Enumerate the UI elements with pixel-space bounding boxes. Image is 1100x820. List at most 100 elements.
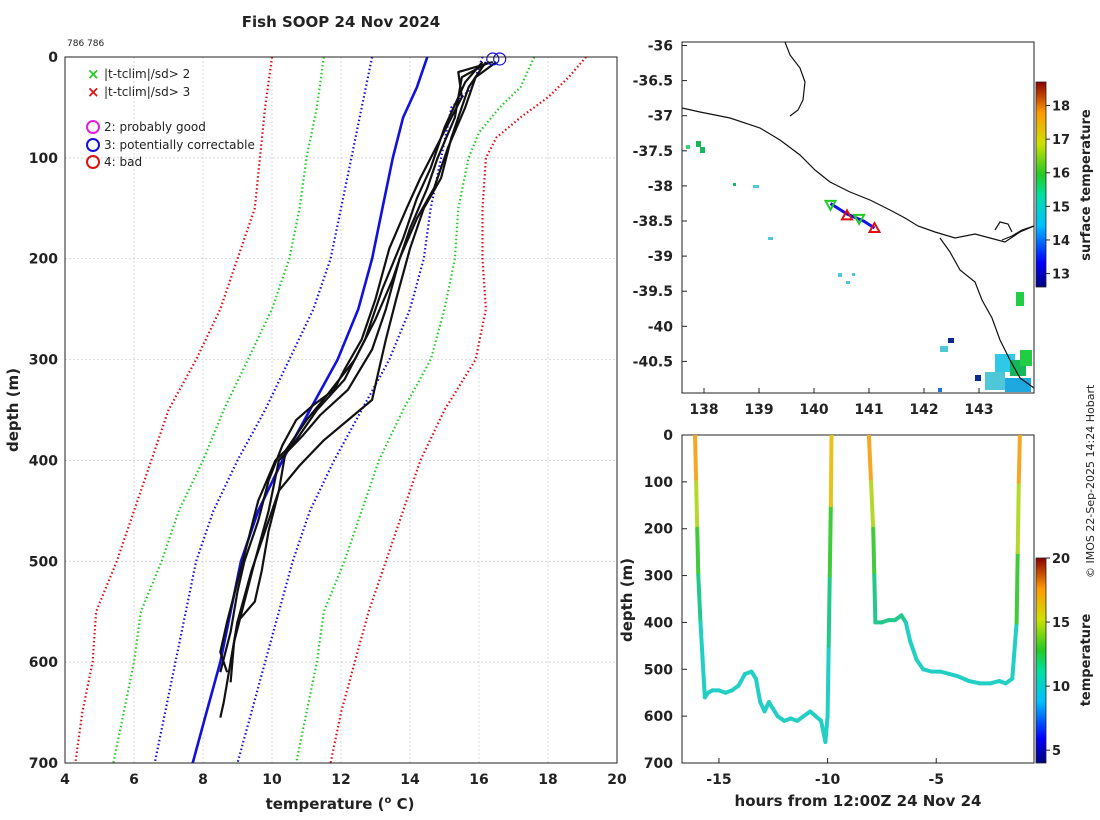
sst-colorbar-tick-label: 14	[1052, 234, 1070, 249]
temperature-x-tick-label: 12	[331, 772, 350, 788]
sst-pixel	[938, 388, 942, 392]
xbt-profile-4	[229, 61, 487, 663]
temperature-y-tick-label: 300	[29, 353, 58, 369]
temperature-x-tick-label: 18	[538, 772, 557, 788]
figure-title: Fish SOOP 24 Nov 2024	[242, 13, 440, 31]
depth-time-cast-2-segment	[908, 639, 919, 662]
depth-time-chart: -15 -10 -5 0 100 200 300 400 500 600 700 hours fro…	[618, 428, 1094, 810]
climatology-green-upper	[295, 57, 536, 763]
credit-text: © IMOS 22-Sep-2025 14:24 Hobart	[1084, 384, 1097, 578]
temperature-y-tick-label: 100	[29, 151, 58, 167]
temperature-colorbar-tick-label: 5	[1052, 744, 1061, 759]
depth-time-axes-box	[681, 434, 1035, 764]
sst-pixel	[846, 281, 850, 284]
map-y-tick-label: -36	[648, 39, 673, 55]
coastline-west	[682, 107, 1034, 243]
depth-time-cast-1-segment	[694, 479, 700, 531]
coastline-bass	[939, 237, 1034, 389]
sst-pixel	[948, 338, 954, 343]
sst-colorbar-tick-label: 15	[1052, 200, 1070, 215]
sst-pixel	[940, 346, 948, 352]
depth-time-cast-1-segment	[828, 435, 834, 508]
map-y-tick-label: -38.5	[633, 214, 673, 230]
depth-time-y-label: depth (m)	[618, 558, 636, 642]
sst-pixel	[1016, 292, 1024, 306]
map-y-tick-label: -39.5	[633, 284, 673, 300]
legend-marker-probably-good	[86, 120, 100, 134]
sst-pixel	[838, 273, 842, 277]
depth-time-cast-2-segment	[871, 526, 877, 578]
xbt-drop-marker	[840, 208, 854, 221]
depth-time-cast-2-segment	[869, 479, 876, 531]
temperature-legend: × |t-tclim|/sd> 2 × |t-tclim|/sd> 3 2: p…	[86, 65, 255, 169]
temperature-y-label: depth (m)	[4, 368, 22, 452]
sst-pixel	[753, 185, 759, 188]
map-x-tick-label: 138	[689, 402, 718, 418]
temperature-x-tick-label: 10	[262, 772, 282, 788]
sst-pixel	[975, 375, 981, 381]
legend-label-probably-good: 2: probably good	[104, 120, 206, 134]
depth-time-cast-1-segment	[696, 573, 703, 625]
climatology-blue-upper	[236, 57, 484, 763]
map-x-tick-label: 142	[909, 402, 938, 418]
depth-time-x-tick-label: -5	[928, 772, 944, 788]
sst-colorbar-label: surface temperature	[1079, 109, 1094, 261]
sst-pixel	[1005, 378, 1031, 392]
map-axes-box	[681, 41, 1035, 394]
xbt-drop-marker	[867, 220, 882, 234]
qc-markers	[486, 52, 507, 66]
qc-potentially-correctable-marker	[486, 52, 500, 66]
depth-time-y-tick-label: 400	[644, 615, 673, 631]
coastline	[682, 42, 1034, 389]
temperature-colorbar-tick-label: 10	[1052, 680, 1070, 695]
climatology-blue-mean	[191, 57, 429, 763]
temperature-grid	[64, 56, 618, 764]
depth-time-y-tick-label: 200	[644, 522, 673, 538]
sst-pixels	[686, 141, 1032, 392]
sst-pixel	[852, 273, 855, 276]
depth-time-y-tick-label: 600	[644, 709, 673, 725]
xbt-profiles	[219, 60, 497, 718]
depth-time-y-tick-label: 100	[644, 475, 673, 491]
temperature-x-tick-label: 6	[129, 772, 139, 788]
coastline-gulf	[784, 42, 806, 117]
depth-time-cast-1-segment	[826, 573, 832, 648]
sst-pixel	[696, 141, 701, 147]
sst-pixel	[733, 183, 736, 186]
coastline-east	[1001, 225, 1034, 241]
sst-colorbar-tick-label: 18	[1052, 100, 1070, 115]
temperature-y-tick-label: 500	[29, 554, 58, 570]
depth-time-y-tick-label: 500	[644, 662, 673, 678]
legend-marker-potentially-correctable	[86, 138, 100, 152]
map-y-tick-label: -40.5	[633, 354, 673, 370]
depth-time-casts	[693, 435, 1022, 744]
depth-time-x-label: hours from 12:00Z 24 Nov 24	[735, 792, 982, 810]
id-label: 786 786	[67, 39, 104, 49]
map-x-tick-label: 140	[799, 402, 828, 418]
temperature-x-tick-label: 4	[60, 772, 70, 788]
climatology-red-lower	[74, 57, 274, 763]
temperature-y-tick-label: 400	[29, 453, 58, 469]
xbt-profile-2	[219, 61, 484, 673]
depth-time-cast-1-segment	[693, 435, 699, 484]
depth-time-cast-1-segment	[753, 676, 763, 705]
sst-colorbar	[1035, 81, 1047, 288]
climatology-envelopes	[74, 57, 587, 763]
map-x-tick-label: 143	[964, 402, 993, 418]
temperature-colorbar	[1035, 557, 1047, 764]
sst-colorbar-tick-label: 13	[1052, 268, 1070, 283]
depth-time-y-tick-label: 300	[644, 569, 673, 585]
xbt-profile-3	[229, 61, 497, 683]
map-y-tick-label: -39	[648, 249, 673, 265]
temperature-y-tick-label: 600	[29, 655, 58, 671]
depth-time-cast-2-segment	[1010, 620, 1019, 681]
depth-time-ticks: -15 -10 -5 0 100 200 300 400 500 600 700	[644, 428, 944, 788]
map-x-tick-label: 139	[744, 402, 773, 418]
depth-time-cast-2-segment	[1014, 550, 1020, 625]
temperature-x-label-end: C)	[391, 795, 414, 813]
xbt-drop-marker	[823, 199, 838, 212]
sst-colorbar-tick-label: 17	[1052, 133, 1070, 148]
depth-time-x-tick-label: -10	[815, 772, 841, 788]
